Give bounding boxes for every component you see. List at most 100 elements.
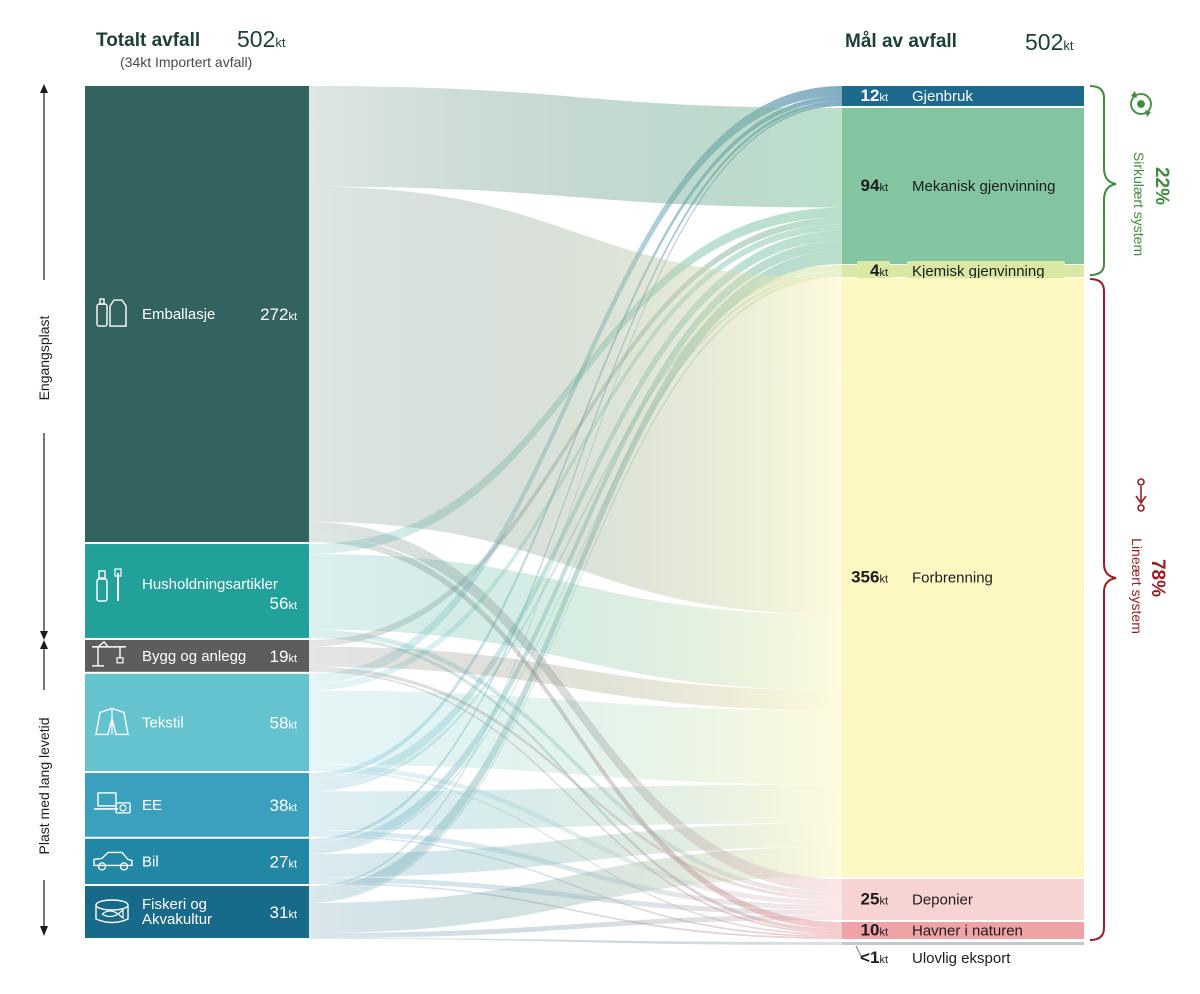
target-node-forbrenning: 356kt Forbrenning — [842, 278, 1084, 877]
laptop-and-camera-icon — [94, 792, 131, 814]
target-label-mekanisk: Mekanisk gjenvinning — [912, 178, 1055, 195]
target-value-forbrenning: 356kt — [851, 568, 888, 587]
left-total: 502kt — [237, 26, 286, 52]
kjemisk-label-chip — [907, 261, 1065, 280]
flow-link-tekstil-havner — [309, 769, 842, 936]
source-nodes: Emballasje 272ktHusholdningsartikler56ktB… — [85, 86, 309, 938]
kjemisk-value-chip — [857, 261, 890, 280]
circular-system-label: Sirkulært system — [1131, 152, 1147, 256]
fish-tin-icon — [95, 899, 129, 924]
source-node-ee: EE 38kt — [85, 773, 309, 837]
side-label-lang-levetid: Plast med lang levetid — [36, 718, 52, 855]
target-bar-gjenbruk — [842, 86, 1084, 106]
source-label-fiskeri: Fiskeri og — [142, 896, 207, 913]
source-node-tekstil: Tekstil 58kt — [85, 673, 309, 772]
flow-link-fiskeri-ulovlig — [309, 938, 842, 945]
target-bar-ulovlig — [842, 942, 1084, 945]
side-label-engangsplast: Engangsplast — [36, 315, 52, 400]
source-bar-bygg — [85, 639, 309, 672]
target-bar-deponier — [842, 879, 1084, 920]
flow-link-ee-deponier — [309, 830, 842, 911]
flow-link-fiskeri-deponier — [309, 915, 842, 938]
source-label-emballasje: Emballasje — [142, 306, 215, 323]
target-bar-havner — [842, 922, 1084, 939]
source-value-emballasje: 272kt — [260, 305, 297, 324]
recycle-icon — [1130, 91, 1152, 117]
spray-and-toothbrush-icon — [96, 568, 122, 602]
target-node-deponier: 25kt Deponier — [842, 879, 1084, 920]
jacket-icon — [95, 707, 129, 736]
source-node-bygg: Bygg og anlegg 19kt — [85, 639, 309, 672]
flow-link-ee-havner — [309, 835, 842, 938]
flow-link-emballasje-havner — [309, 535, 842, 929]
linear-arrow-icon — [1135, 478, 1147, 512]
right-total: 502kt — [1025, 29, 1074, 55]
target-node-gjenbruk: 12kt Gjenbruk — [842, 86, 1084, 106]
axis-arrow-up-icon — [40, 84, 48, 93]
ulovlig-leader-line — [855, 945, 863, 959]
axis-arrow-down-icon — [40, 631, 48, 640]
source-bar-husholdning — [85, 544, 309, 638]
linear-system-label: Lineært system — [1129, 538, 1145, 634]
left-header: Totalt avfall 502kt (34kt Importert avfa… — [96, 26, 286, 70]
flow-link-emballasje-forbrenning — [309, 186, 842, 615]
source-label-tekstil: Tekstil — [142, 714, 184, 731]
target-label-gjenbruk: Gjenbruk — [912, 88, 973, 105]
target-label-kjemisk: Kjemisk gjenvinning — [912, 263, 1045, 280]
source-label-husholdning: Husholdningsartikler — [142, 576, 278, 593]
source-node-emballasje: Emballasje 272kt — [85, 86, 309, 543]
flow-link-bygg-forbrenning — [309, 646, 842, 711]
circular-bracket — [1089, 85, 1117, 276]
left-subtitle: (34kt Importert avfall) — [120, 54, 252, 70]
target-node-mekanisk: 94kt Mekanisk gjenvinning — [842, 108, 1084, 264]
linear-system-percent: 78% — [1147, 559, 1168, 597]
target-bar-mekanisk — [842, 108, 1084, 264]
target-label-deponier: Deponier — [912, 892, 973, 909]
source-label-bygg: Bygg og anlegg — [142, 648, 246, 665]
axis-arrow-up-icon-2 — [40, 640, 48, 649]
source-node-bil: Bil 27kt — [85, 838, 309, 885]
left-axis — [40, 84, 48, 936]
source-label-bil: Bil — [142, 853, 159, 870]
flow-link-fiskeri-mekanisk — [309, 250, 842, 902]
target-label-havner: Havner i naturen — [912, 923, 1023, 940]
target-label-forbrenning: Forbrenning — [912, 570, 993, 587]
source-bar-tekstil — [85, 673, 309, 772]
target-bar-forbrenning — [842, 278, 1084, 877]
circular-system-percent: 22% — [1151, 167, 1172, 205]
flow-link-bygg-havner — [309, 670, 842, 934]
car-icon — [93, 851, 133, 871]
linear-bracket — [1089, 278, 1117, 941]
source-bar-bil — [85, 838, 309, 885]
crane-icon — [92, 640, 126, 667]
source-label2-fiskeri: Akvakultur — [142, 911, 212, 928]
source-label-ee: EE — [142, 797, 162, 814]
bottle-and-carton-icon — [96, 298, 127, 327]
flow-links — [309, 86, 842, 945]
right-title: Mål av avfall — [845, 31, 957, 52]
target-node-ulovlig: <1kt Ulovlig eksport — [842, 942, 1084, 967]
flow-link-husholdning-forbrenning — [309, 554, 842, 691]
flow-link-emballasje-mekanisk — [309, 86, 842, 208]
right-header: Mål av avfall 502kt — [845, 29, 1074, 55]
flow-link-tekstil-deponier — [309, 764, 842, 906]
flow-link-bil-deponier — [309, 877, 842, 916]
target-value-ulovlig: <1kt — [860, 948, 888, 967]
flow-link-ee-forbrenning — [309, 784, 842, 831]
source-bar-emballasje — [85, 86, 309, 543]
target-label-ulovlig: Ulovlig eksport — [912, 950, 1011, 967]
left-title: Totalt avfall — [96, 30, 200, 51]
flow-link-bil-havner — [309, 882, 842, 939]
flow-link-tekstil-forbrenning — [309, 690, 842, 785]
axis-arrow-down-icon-2 — [40, 926, 48, 936]
flow-link-husholdning-havner — [309, 634, 842, 933]
flow-link-bil-forbrenning — [309, 823, 842, 878]
target-node-kjemisk: 4kt Kjemisk gjenvinning — [842, 261, 1084, 280]
target-node-havner: 10kt Havner i naturen — [842, 921, 1084, 940]
flow-link-husholdning-deponier — [309, 629, 842, 898]
source-bar-fiskeri — [85, 886, 309, 938]
